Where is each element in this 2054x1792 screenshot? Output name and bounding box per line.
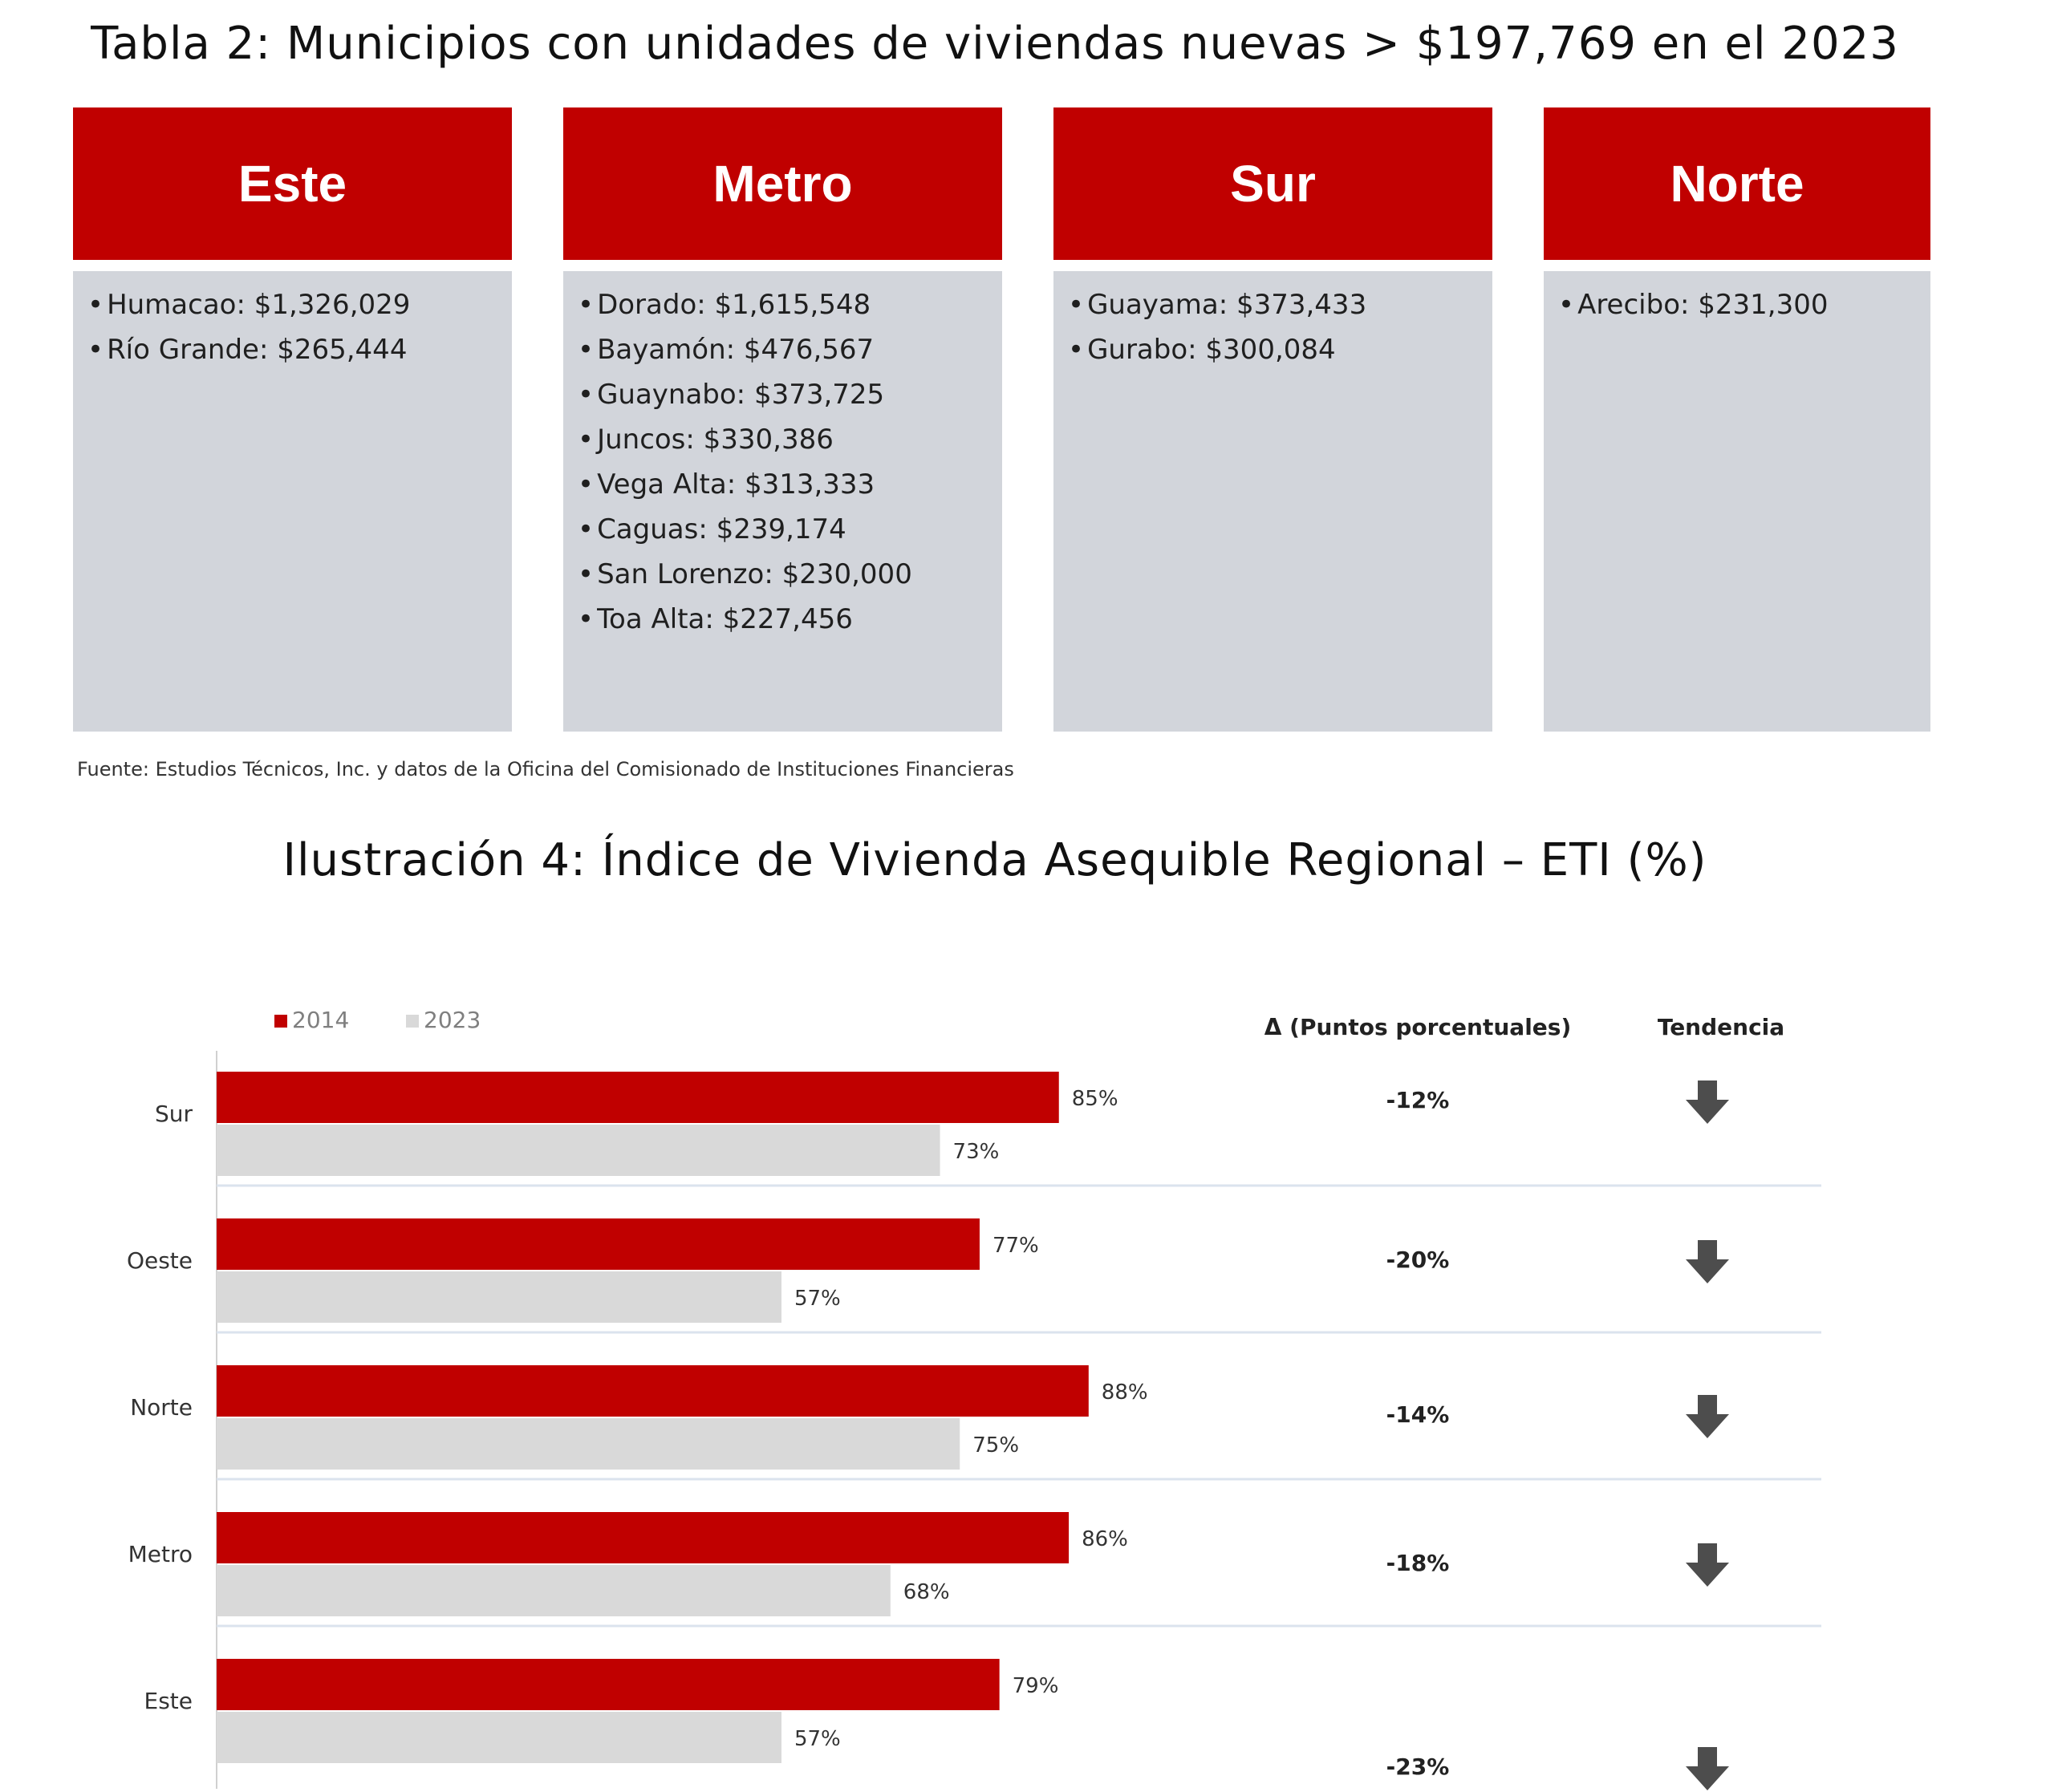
legend-swatch bbox=[406, 1015, 419, 1028]
list-item: Humacao: $1,326,029 bbox=[87, 282, 512, 327]
list-item: Gurabo: $300,084 bbox=[1068, 327, 1492, 372]
data-label: 86% bbox=[1082, 1527, 1128, 1551]
region-body: Dorado: $1,615,548 Bayamón: $476,567 Gua… bbox=[563, 271, 1002, 732]
bar-2023-metro bbox=[217, 1565, 891, 1616]
delta-column-header: Δ (Puntos porcentuales) bbox=[1264, 1014, 1572, 1040]
region-header: Norte bbox=[1544, 107, 1930, 260]
list-item: Vega Alta: $313,333 bbox=[578, 462, 1002, 507]
list-item: Guaynabo: $373,725 bbox=[578, 372, 1002, 417]
bar-2014-sur bbox=[217, 1072, 1059, 1123]
region-body: Arecibo: $231,300 bbox=[1544, 271, 1930, 732]
region-header: Metro bbox=[563, 107, 1002, 260]
trend-column-header: Tendencia bbox=[1658, 1014, 1784, 1040]
category-label: Metro bbox=[128, 1541, 193, 1567]
legend-label: 2014 bbox=[292, 1007, 349, 1033]
region-body: Guayama: $373,433 Gurabo: $300,084 bbox=[1053, 271, 1492, 732]
delta-value: -18% bbox=[1386, 1550, 1450, 1576]
data-label: 68% bbox=[903, 1580, 950, 1604]
list-item: Dorado: $1,615,548 bbox=[578, 282, 1002, 327]
legend-swatch bbox=[274, 1015, 287, 1028]
category-label: Sur bbox=[155, 1101, 193, 1127]
data-label: 79% bbox=[1013, 1674, 1059, 1698]
delta-value: -12% bbox=[1386, 1087, 1450, 1113]
bar-chart: 2014 2023 Δ (Puntos porcentuales) Tendencia… bbox=[127, 1007, 1821, 1790]
delta-value: -14% bbox=[1386, 1401, 1450, 1428]
down-arrow-icon bbox=[1686, 1395, 1729, 1438]
down-arrow-icon bbox=[1686, 1747, 1729, 1790]
list-item: Río Grande: $265,444 bbox=[87, 327, 512, 372]
list-item: Guayama: $373,433 bbox=[1068, 282, 1492, 327]
category-label: Este bbox=[144, 1688, 193, 1714]
down-arrow-icon bbox=[1686, 1080, 1729, 1124]
region-column-este: Este Humacao: $1,326,029 Río Grande: $26… bbox=[73, 107, 512, 732]
data-label: 75% bbox=[972, 1433, 1019, 1458]
bar-2023-este bbox=[217, 1712, 781, 1763]
list-item: Toa Alta: $227,456 bbox=[578, 597, 1002, 642]
delta-value: -23% bbox=[1386, 1753, 1450, 1780]
data-label: 57% bbox=[794, 1727, 841, 1751]
region-column-metro: Metro Dorado: $1,615,548 Bayamón: $476,5… bbox=[563, 107, 1002, 732]
category-label: Norte bbox=[130, 1394, 193, 1421]
down-arrow-icon bbox=[1686, 1240, 1729, 1283]
data-label: 85% bbox=[1072, 1087, 1118, 1111]
region-column-sur: Sur Guayama: $373,433 Gurabo: $300,084 bbox=[1053, 107, 1492, 732]
legend-label: 2023 bbox=[424, 1007, 481, 1033]
category-label: Oeste bbox=[127, 1247, 193, 1274]
data-label: 73% bbox=[953, 1140, 1000, 1164]
bar-2023-sur bbox=[217, 1125, 940, 1176]
region-body: Humacao: $1,326,029 Río Grande: $265,444 bbox=[73, 271, 512, 732]
data-label: 57% bbox=[794, 1287, 841, 1311]
list-item: San Lorenzo: $230,000 bbox=[578, 552, 1002, 597]
down-arrow-icon bbox=[1686, 1543, 1729, 1587]
chart-title: Ilustración 4: Índice de Vivienda Asequi… bbox=[282, 834, 1707, 886]
bar-2014-este bbox=[217, 1659, 1000, 1710]
bar-2023-norte bbox=[217, 1418, 960, 1470]
data-label: 88% bbox=[1102, 1380, 1148, 1405]
data-label: 77% bbox=[992, 1234, 1039, 1258]
list-item: Juncos: $330,386 bbox=[578, 417, 1002, 462]
bar-2023-oeste bbox=[217, 1271, 781, 1323]
list-item: Arecibo: $231,300 bbox=[1558, 282, 1930, 327]
list-item: Caguas: $239,174 bbox=[578, 507, 1002, 552]
bar-2014-norte bbox=[217, 1365, 1089, 1417]
table-title: Tabla 2: Municipios con unidades de vivi… bbox=[91, 18, 1899, 70]
delta-value: -20% bbox=[1386, 1247, 1450, 1273]
region-column-norte: Norte Arecibo: $231,300 bbox=[1544, 107, 1930, 732]
bar-2014-oeste bbox=[217, 1218, 980, 1270]
list-item: Bayamón: $476,567 bbox=[578, 327, 1002, 372]
region-header: Este bbox=[73, 107, 512, 260]
source-note: Fuente: Estudios Técnicos, Inc. y datos … bbox=[77, 758, 1014, 780]
bar-2014-metro bbox=[217, 1512, 1070, 1563]
region-header: Sur bbox=[1053, 107, 1492, 260]
